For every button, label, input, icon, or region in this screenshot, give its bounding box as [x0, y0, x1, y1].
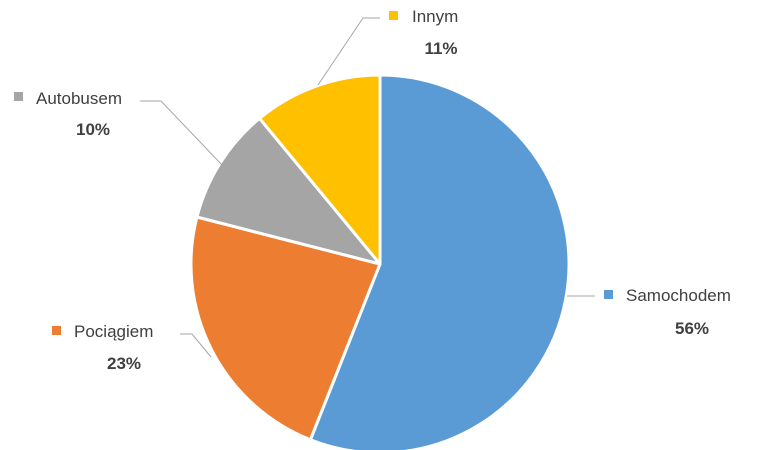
pociagiem-percent-label: 23%: [107, 354, 141, 373]
samochodem-legend-swatch: [604, 290, 613, 299]
pie-slice-innym: [258, 73, 382, 266]
autobusem-category-label: Autobusem: [36, 89, 122, 108]
leader-line-pociagiem: [180, 333, 212, 358]
autobusem-legend-swatch: [14, 92, 23, 101]
pociagiem-category-label: Pociągiem: [74, 322, 153, 341]
innym-category-label: Innym: [412, 7, 458, 26]
leader-lines: [140, 17, 595, 358]
data-label-pociagiem: Pociągiem 23%: [52, 322, 153, 373]
innym-percent-label: 11%: [424, 39, 457, 58]
pie-slice-samochodem: [308, 73, 571, 450]
samochodem-category-label: Samochodem: [626, 286, 731, 305]
pie-slices: [189, 73, 571, 450]
data-label-innym: Innym 11%: [389, 7, 458, 58]
samochodem-percent-label: 56%: [675, 319, 709, 338]
leader-line-innym: [317, 17, 380, 86]
data-label-autobusem: Autobusem 10%: [14, 89, 122, 139]
leader-line-autobusem: [140, 100, 223, 166]
innym-legend-swatch: [389, 11, 398, 20]
data-label-samochodem: Samochodem 56%: [604, 286, 731, 338]
pociagiem-legend-swatch: [52, 326, 61, 335]
autobusem-percent-label: 10%: [76, 120, 110, 139]
pie-slice-pociagiem: [189, 215, 382, 442]
